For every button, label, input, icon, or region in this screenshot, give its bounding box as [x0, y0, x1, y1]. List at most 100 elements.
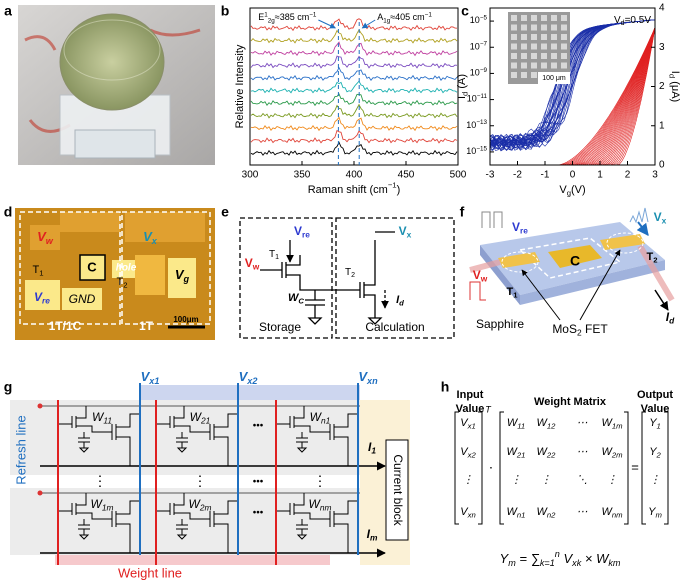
text-part: V — [37, 229, 47, 244]
text-part: −9 — [480, 66, 488, 73]
spectrum — [250, 18, 458, 32]
text-part: V — [512, 220, 520, 234]
text-part: m — [655, 510, 662, 519]
axis-note: Refresh line — [13, 415, 28, 484]
x-tick-label: 500 — [450, 170, 467, 181]
peak-label: A1g≈405 cm−1 — [377, 11, 432, 24]
text-part: x — [662, 216, 667, 226]
inset-cell — [521, 72, 527, 78]
label: C — [570, 253, 580, 269]
x-tick-label: 450 — [398, 170, 415, 181]
text-part: −5 — [480, 14, 488, 21]
text-part: V — [399, 224, 407, 238]
text-part: 21 — [516, 450, 526, 459]
equation: Ym = ∑k=1n Vxk × Wkm — [500, 549, 621, 568]
text-part: nm — [320, 503, 332, 513]
text-part: = ∑ — [516, 551, 540, 566]
text-part: V — [358, 369, 368, 384]
inset-cell — [551, 62, 557, 69]
text-part: I — [666, 310, 670, 324]
matrix-entry: ⋱ — [577, 474, 588, 486]
label: Vg — [175, 267, 190, 284]
text-part: 10 — [467, 94, 477, 104]
text-part: E — [258, 12, 264, 22]
label: 100μm — [173, 315, 198, 324]
text-part: V — [141, 369, 151, 384]
current-label: I1 — [368, 440, 376, 456]
header: Value — [456, 403, 485, 415]
text-part: 1 — [39, 268, 43, 277]
label: Storage — [259, 320, 301, 334]
text-part: k=1 — [540, 558, 555, 568]
text-part: xn — [467, 510, 476, 519]
spectrum — [250, 80, 458, 94]
text-part: 11 — [517, 421, 525, 430]
text-part: × W — [581, 551, 610, 566]
text-part: T — [269, 249, 275, 260]
inset-cell — [541, 43, 547, 50]
inset-cell — [531, 72, 537, 78]
spectrum — [250, 55, 458, 69]
text-part: re — [520, 226, 528, 236]
inset-cell — [561, 24, 567, 31]
text-part: x1 — [467, 421, 476, 430]
text-part: 2 — [351, 272, 355, 279]
text-part: w — [480, 274, 488, 284]
text-part: (A) — [456, 74, 468, 92]
matrix-entry: ⋮ — [541, 474, 552, 486]
text-part: W — [310, 410, 323, 424]
panel-label: e — [221, 204, 229, 220]
text-part: −1 — [425, 11, 433, 18]
spectrum — [250, 66, 458, 81]
text-part: ≈385 cm — [275, 12, 309, 22]
inset-cell — [511, 24, 517, 31]
text-part: 10 — [470, 15, 480, 25]
bracket — [641, 411, 646, 525]
peak-label: E12g≈385 cm−1 — [258, 11, 317, 24]
text-part: 10 — [466, 146, 476, 156]
inset-cell — [551, 53, 557, 59]
ellipsis: ••• — [253, 421, 264, 432]
matrix-entry: W21 — [507, 446, 526, 459]
matrix-entry: ⋮ — [607, 474, 618, 486]
text-part: V — [239, 369, 249, 384]
vector-entry: ⋮ — [463, 474, 474, 486]
text-part: V — [294, 224, 302, 238]
y-tick-label: 10−11 — [467, 93, 488, 104]
text-part: (V) — [571, 184, 586, 196]
text-part: W — [189, 497, 202, 511]
text-part: 1m — [102, 503, 114, 513]
y2-axis-label: Id (μA) — [668, 71, 681, 102]
text-part: T — [345, 267, 351, 278]
text-part: d — [460, 92, 469, 96]
text-part: n1 — [517, 510, 526, 519]
inset-cell — [511, 15, 517, 21]
text-part: V — [460, 417, 469, 429]
ellipsis: ⋮ — [93, 473, 107, 489]
weight-label: Wn1 — [310, 410, 331, 426]
text-part: d — [621, 20, 625, 27]
vector-entry: Vx1 — [460, 417, 475, 430]
weight-label: W2m — [189, 497, 212, 513]
label: Calculation — [365, 320, 424, 334]
text-part: W — [507, 506, 519, 518]
matrix-entry: W12 — [537, 417, 557, 430]
inset-cell — [521, 24, 527, 31]
inset-cell — [521, 15, 527, 21]
bracket — [664, 411, 669, 525]
text-part: 1g — [383, 17, 391, 24]
text-part: W — [537, 446, 549, 458]
inset-cell — [551, 43, 557, 50]
text-part: nm — [612, 510, 623, 519]
text-part: V — [560, 551, 574, 566]
inset-scale-bg — [538, 72, 570, 84]
text-part: V — [473, 268, 481, 282]
micrograph — [15, 208, 215, 340]
text-part: x2 — [246, 376, 257, 386]
text-part: V — [245, 256, 253, 270]
text-part: 12 — [547, 421, 556, 430]
text-part: 1 — [513, 290, 518, 299]
annotation: Vd=0.5V — [614, 15, 651, 27]
label: T1 — [506, 286, 518, 299]
panel-label: h — [441, 379, 450, 395]
